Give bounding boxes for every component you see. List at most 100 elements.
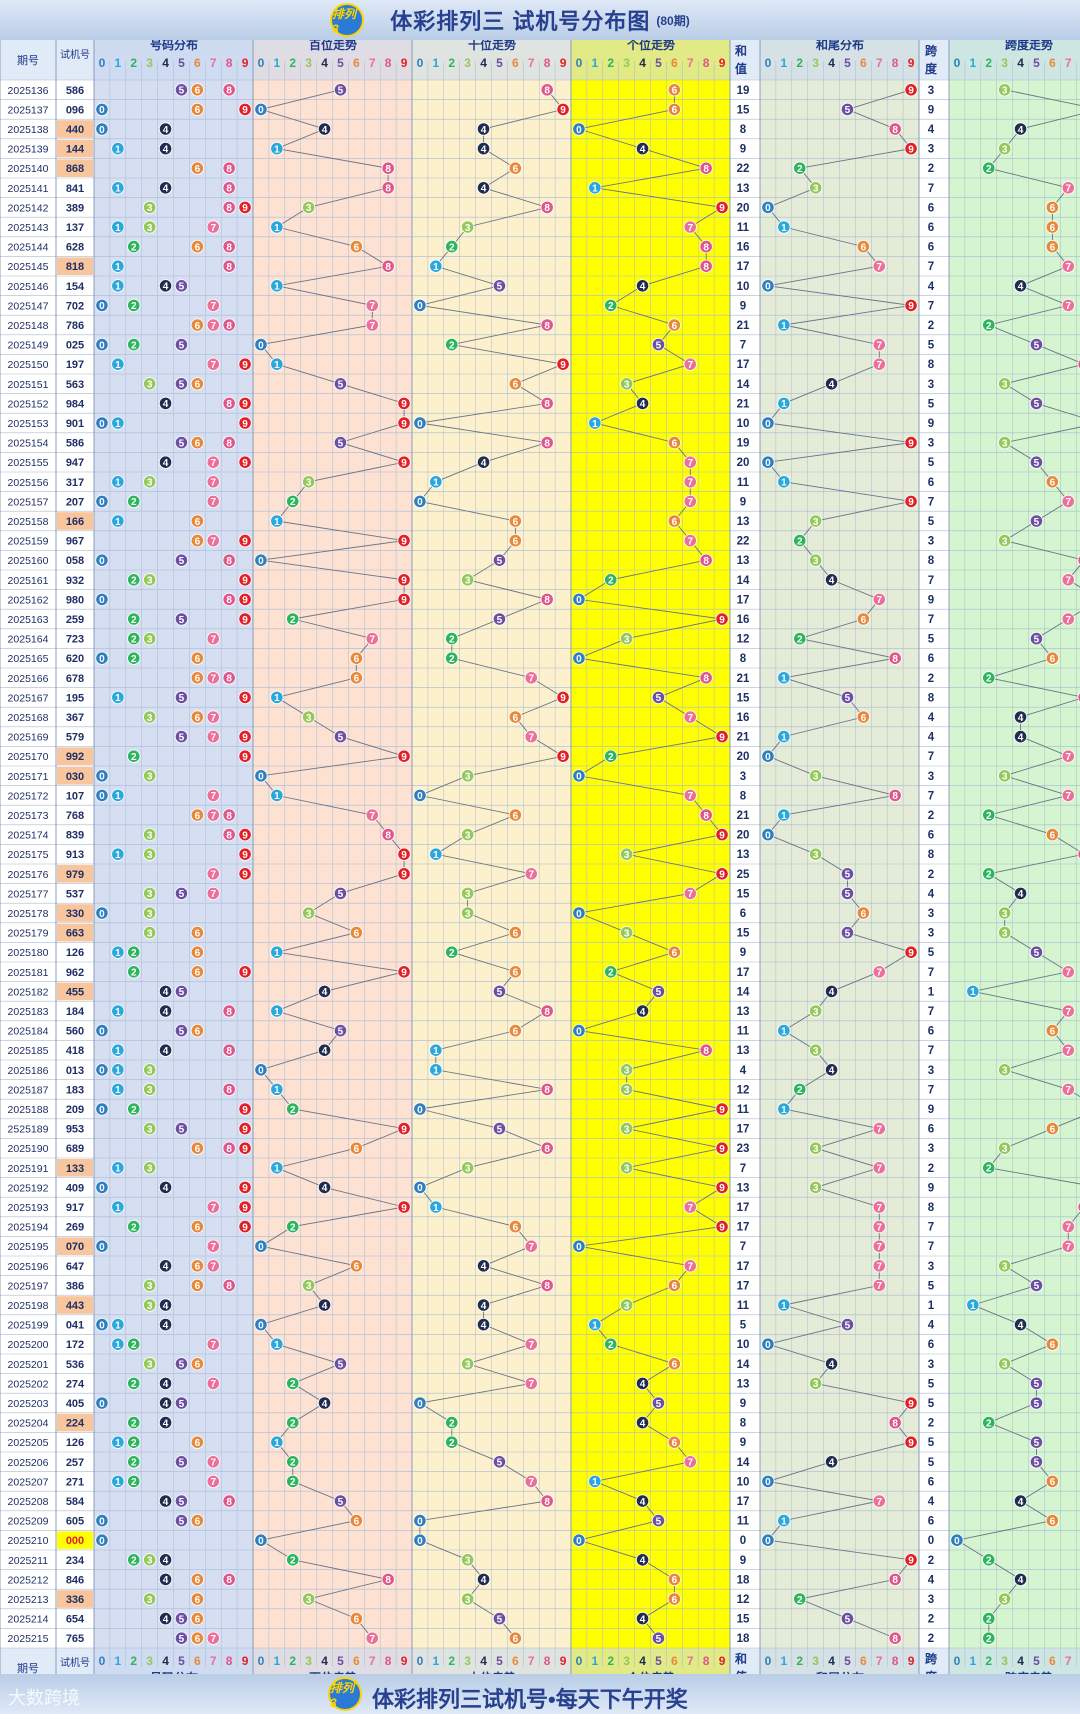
row-test-number: 271 <box>66 1476 84 1488</box>
span-ball <box>998 83 1012 97</box>
tens-ball <box>461 886 475 901</box>
row-sum: 14 <box>737 1457 750 1469</box>
row-span: 3 <box>928 1143 934 1155</box>
tens-ball-label: 2 <box>449 634 455 645</box>
tail-ball <box>809 847 823 861</box>
row-span: 3 <box>928 144 934 156</box>
units-ball <box>715 1220 729 1234</box>
dist-ball-9-label: 9 <box>242 536 248 547</box>
span-ball <box>1077 359 1080 370</box>
tail-ball-label: 2 <box>797 1085 803 1096</box>
dist-ball-6-label: 6 <box>195 1026 201 1037</box>
span-ball <box>1061 749 1075 763</box>
dist-ball-3 <box>143 1122 157 1136</box>
dist-ball-5-label: 5 <box>179 556 185 567</box>
row-test-number: 224 <box>66 1418 85 1430</box>
dist-ball-6-label: 6 <box>195 1438 201 1449</box>
dist-ball-3-label: 3 <box>147 478 153 489</box>
tail-ball-label: 7 <box>876 1281 882 1292</box>
tail-ball-label: 0 <box>765 1340 771 1351</box>
span-ball-label: 5 <box>1034 948 1040 959</box>
header-digit-units-4-footer: 4 <box>639 1654 646 1668</box>
row-sum: 19 <box>737 85 750 97</box>
row-test-number: 765 <box>66 1633 84 1645</box>
row-sum: 15 <box>737 692 750 704</box>
dist-ball-1-label: 1 <box>115 1085 121 1096</box>
hundreds-ball-label: 1 <box>274 791 280 802</box>
units-ball-label: 9 <box>719 1105 725 1116</box>
span-ball <box>982 867 996 881</box>
row-period: 2025167 <box>8 692 49 704</box>
dist-ball-8 <box>222 553 236 567</box>
dist-ball-5 <box>174 690 189 705</box>
units-ball-label: 0 <box>576 1026 582 1037</box>
tens-ball <box>445 1416 459 1430</box>
row-period: 2025179 <box>8 928 49 940</box>
dist-ball-7 <box>206 788 220 803</box>
row-period: 2025152 <box>8 398 49 410</box>
tens-ball <box>476 1298 491 1312</box>
dist-ball-6-label: 6 <box>195 86 201 97</box>
header-digit-hund-8-footer: 8 <box>385 1654 392 1668</box>
code-highlight <box>57 139 93 158</box>
hundreds-ball <box>397 455 411 469</box>
tail-ball-label: 0 <box>765 458 771 469</box>
dist-ball-9-label: 9 <box>242 615 248 626</box>
header-bg <box>0 40 1080 80</box>
row-sum: 15 <box>737 888 750 900</box>
row-span: 6 <box>928 477 934 489</box>
page-footer: 大数跨境 体彩排列三试机号•每天下午开奖 <box>0 1674 1080 1714</box>
tens-ball <box>524 729 538 744</box>
row-test-number: 126 <box>66 1437 84 1449</box>
span-ball <box>1013 710 1028 724</box>
header-digit-dist-6: 6 <box>194 56 201 70</box>
span-ball <box>1045 475 1059 489</box>
dist-ball-9-label: 9 <box>242 1105 248 1116</box>
row-test-number: 979 <box>66 869 84 881</box>
dist-ball-4 <box>158 1180 173 1195</box>
row-sum: 21 <box>737 810 750 822</box>
dist-ball-3 <box>143 573 157 587</box>
row-test-number: 195 <box>66 692 84 704</box>
hundreds-ball <box>333 1357 348 1371</box>
hundreds-ball-label: 5 <box>338 380 344 391</box>
hundreds-ball-label: 4 <box>322 1301 328 1312</box>
dist-ball-0-label: 0 <box>99 1066 105 1077</box>
row-period: 2025143 <box>8 222 49 234</box>
hundreds-ball-label: 2 <box>290 1105 296 1116</box>
row-test-number: 620 <box>66 653 84 665</box>
hundreds-ball-label: 2 <box>290 1222 296 1233</box>
row-span: 7 <box>928 1222 934 1234</box>
dist-ball-5 <box>174 1023 189 1038</box>
tens-ball <box>413 1102 427 1116</box>
dist-ball-4 <box>158 1553 173 1567</box>
row-sum: 20 <box>737 830 750 842</box>
row-sum: 23 <box>737 1143 750 1155</box>
hundreds-ball <box>286 1416 300 1430</box>
units-ball <box>588 1474 602 1489</box>
tens-ball <box>413 298 427 312</box>
dist-ball-7 <box>206 1239 220 1253</box>
dist-ball-9-label: 9 <box>242 1183 248 1194</box>
row-period: 2025213 <box>8 1594 49 1606</box>
hundreds-ball <box>317 1298 332 1312</box>
units-ball <box>572 906 586 920</box>
tens-ball-label: 8 <box>544 86 550 97</box>
units-ball <box>588 416 602 430</box>
tail-ball <box>904 1435 918 1449</box>
span-ball-label: 7 <box>1065 615 1071 626</box>
tens-ball-label: 0 <box>417 791 423 802</box>
dist-ball-2-label: 2 <box>131 1418 137 1429</box>
dist-ball-7 <box>206 867 220 881</box>
header-digit-hund-8: 8 <box>385 56 392 70</box>
tail-ball <box>809 1376 823 1391</box>
span-ball <box>1061 965 1075 979</box>
hundreds-ball <box>302 1278 316 1293</box>
tens-ball <box>461 220 475 234</box>
span-ball <box>1013 1494 1028 1508</box>
row-test-number: 107 <box>66 790 84 802</box>
row-test-number: 126 <box>66 947 84 959</box>
units-ball <box>651 690 666 705</box>
dist-ball-9 <box>238 455 252 469</box>
dist-ball-7-label: 7 <box>210 478 216 489</box>
